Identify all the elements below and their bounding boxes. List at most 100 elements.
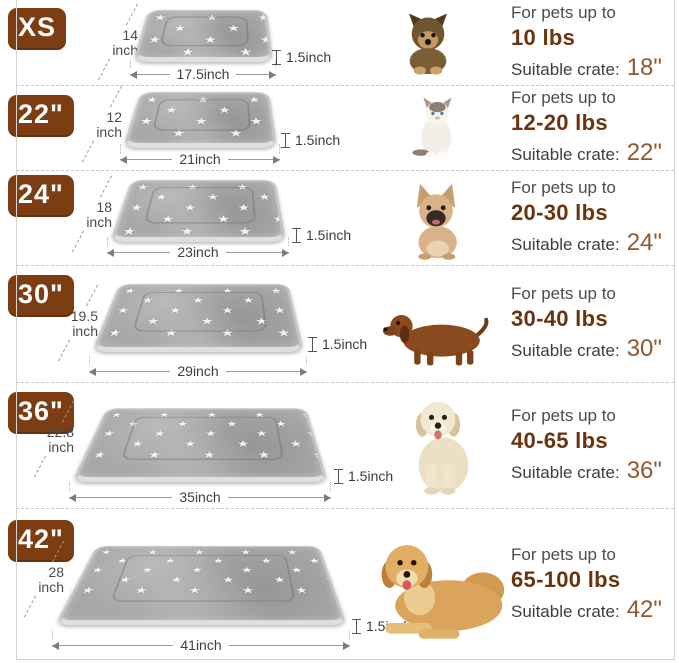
- height-unit: inch: [72, 323, 98, 339]
- thickness-ibeam-icon: [334, 468, 343, 484]
- size-badge: 24": [8, 175, 74, 217]
- bed-width-dimension: 41inch: [52, 630, 351, 653]
- bed-height-dimension: 19.5 inch: [56, 309, 98, 339]
- star-pattern-bed: [123, 91, 277, 147]
- arrow-left-icon: [52, 641, 174, 650]
- crate-size-line: Suitable crate: 24": [511, 229, 673, 257]
- size-info: For pets up to 10 lbs Suitable crate: 18…: [511, 0, 673, 85]
- size-badge: 30": [8, 275, 74, 317]
- bed-width-dimension: 17.5inch: [130, 59, 276, 82]
- height-unit: inch: [48, 439, 74, 455]
- size-badge: 22": [8, 95, 74, 137]
- height-value: 19.5: [70, 308, 98, 324]
- arrow-left-icon: [69, 493, 173, 502]
- arrow-left-icon: [120, 155, 173, 164]
- pets-up-to-label: For pets up to: [511, 88, 616, 107]
- pets-weight-limit: 40-65 lbs: [511, 427, 608, 453]
- height-value: 22.8: [46, 424, 74, 440]
- bed-width-dimension: 21inch: [120, 144, 281, 167]
- bed-thickness-dimension: 1.5inch: [281, 132, 340, 148]
- height-unit: inch: [86, 214, 112, 230]
- crate-size-line: Suitable crate: 42": [511, 596, 673, 624]
- arrow-left-icon: [107, 248, 171, 257]
- thickness-ibeam-icon: [281, 132, 290, 148]
- height-unit: inch: [112, 42, 138, 58]
- arrow-right-icon: [228, 641, 351, 650]
- star-pattern-bed: [110, 180, 286, 242]
- french-bulldog-icon: [396, 178, 476, 260]
- bed-height-dimension: 22.8 inch: [32, 425, 74, 455]
- thickness-ibeam-icon: [272, 49, 281, 65]
- crate-size-value: 24": [626, 229, 662, 256]
- star-pattern-bed: [72, 408, 328, 482]
- crate-size-line: Suitable crate: 36": [511, 457, 673, 485]
- pets-weight-limit: 65-100 lbs: [511, 566, 621, 592]
- crate-size-value: 36": [626, 456, 662, 484]
- bed-illustration: [123, 91, 277, 147]
- crate-size-value: 30": [626, 335, 662, 362]
- arrow-right-icon: [227, 155, 281, 164]
- crate-label: Suitable crate:: [511, 341, 620, 360]
- grid-line-bottom: [16, 659, 675, 660]
- crate-label: Suitable crate:: [511, 462, 620, 482]
- height-value: 14: [122, 27, 138, 43]
- bed-height-dimension: 12 inch: [80, 110, 122, 140]
- size-info: For pets up to 30-40 lbs Suitable crate:…: [511, 265, 673, 382]
- thickness-ibeam-icon: [308, 336, 317, 352]
- pets-weight-limit: 30-40 lbs: [511, 306, 608, 331]
- bed-thickness-dimension: 1.5inch: [292, 227, 351, 243]
- arrow-right-icon: [225, 248, 290, 257]
- bed-illustration: [55, 543, 347, 625]
- thickness-ibeam-icon: [352, 618, 361, 634]
- bed-illustration: [110, 180, 286, 242]
- pets-up-to-label: For pets up to: [511, 544, 616, 564]
- pets-weight-limit: 20-30 lbs: [511, 200, 608, 225]
- crate-label: Suitable crate:: [511, 60, 620, 79]
- bed-illustration: [133, 9, 273, 63]
- ragdoll-cat-icon: [399, 87, 463, 167]
- pets-up-to-label: For pets up to: [511, 284, 616, 303]
- grid-line-right: [674, 0, 675, 660]
- yorkshire-terrier-puppy-icon: [394, 8, 462, 76]
- crate-label: Suitable crate:: [511, 145, 620, 164]
- height-unit: inch: [38, 579, 64, 595]
- golden-retriever-sitting-icon: [392, 388, 484, 500]
- bed-thickness-dimension: 1.5inch: [334, 468, 393, 484]
- bed-height-dimension: 18 inch: [70, 200, 112, 230]
- crate-label: Suitable crate:: [511, 601, 620, 621]
- size-badge: XS: [8, 8, 67, 50]
- crate-size-value: 22": [626, 139, 662, 166]
- bed-width-dimension: 29inch: [89, 356, 308, 379]
- crate-label: Suitable crate:: [511, 235, 620, 254]
- golden-retriever-lying-icon: [366, 522, 512, 654]
- height-value: 18: [96, 199, 112, 215]
- arrow-right-icon: [236, 70, 276, 79]
- crate-size-line: Suitable crate: 22": [511, 139, 673, 167]
- star-pattern-bed: [55, 545, 347, 625]
- size-info: For pets up to 65-100 lbs Suitable crate…: [511, 508, 673, 660]
- size-row-36: 36" 22.8 inch 35inch 1.5inch: [0, 382, 679, 508]
- arrow-right-icon: [225, 367, 308, 376]
- size-row-22: 22" 12 inch 21inch 1.5inch: [0, 85, 679, 170]
- bed-height-dimension: 14 inch: [96, 28, 138, 58]
- size-info: For pets up to 40-65 lbs Suitable crate:…: [511, 382, 673, 508]
- size-row-30: 30" 19.5 inch 29inch 1.5inch: [0, 265, 679, 382]
- bed-illustration: [72, 408, 328, 482]
- arrow-left-icon: [130, 70, 170, 79]
- crate-size-line: Suitable crate: 30": [511, 335, 673, 363]
- height-unit: inch: [96, 124, 122, 140]
- height-value: 12: [106, 109, 122, 125]
- height-value: 28: [48, 564, 64, 580]
- bed-illustration: [92, 284, 304, 352]
- bed-width-dimension: 35inch: [69, 482, 332, 505]
- size-row-42: 42" 28 inch 41inch 1.5inch: [0, 508, 679, 660]
- size-info: For pets up to 12-20 lbs Suitable crate:…: [511, 85, 673, 170]
- bed-height-dimension: 28 inch: [22, 565, 64, 595]
- arrow-left-icon: [89, 367, 171, 376]
- pets-up-to-label: For pets up to: [511, 178, 616, 197]
- size-row-24: 24" 18 inch 23inch 1.5inch For: [0, 170, 679, 265]
- thickness-ibeam-icon: [292, 227, 301, 243]
- size-row-xs: XS 14 inch 17.5inch 1.5inch For: [0, 0, 679, 85]
- crate-size-value: 42": [626, 595, 662, 623]
